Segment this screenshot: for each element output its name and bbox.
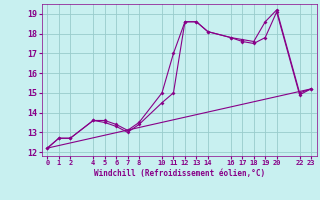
X-axis label: Windchill (Refroidissement éolien,°C): Windchill (Refroidissement éolien,°C) [94, 169, 265, 178]
